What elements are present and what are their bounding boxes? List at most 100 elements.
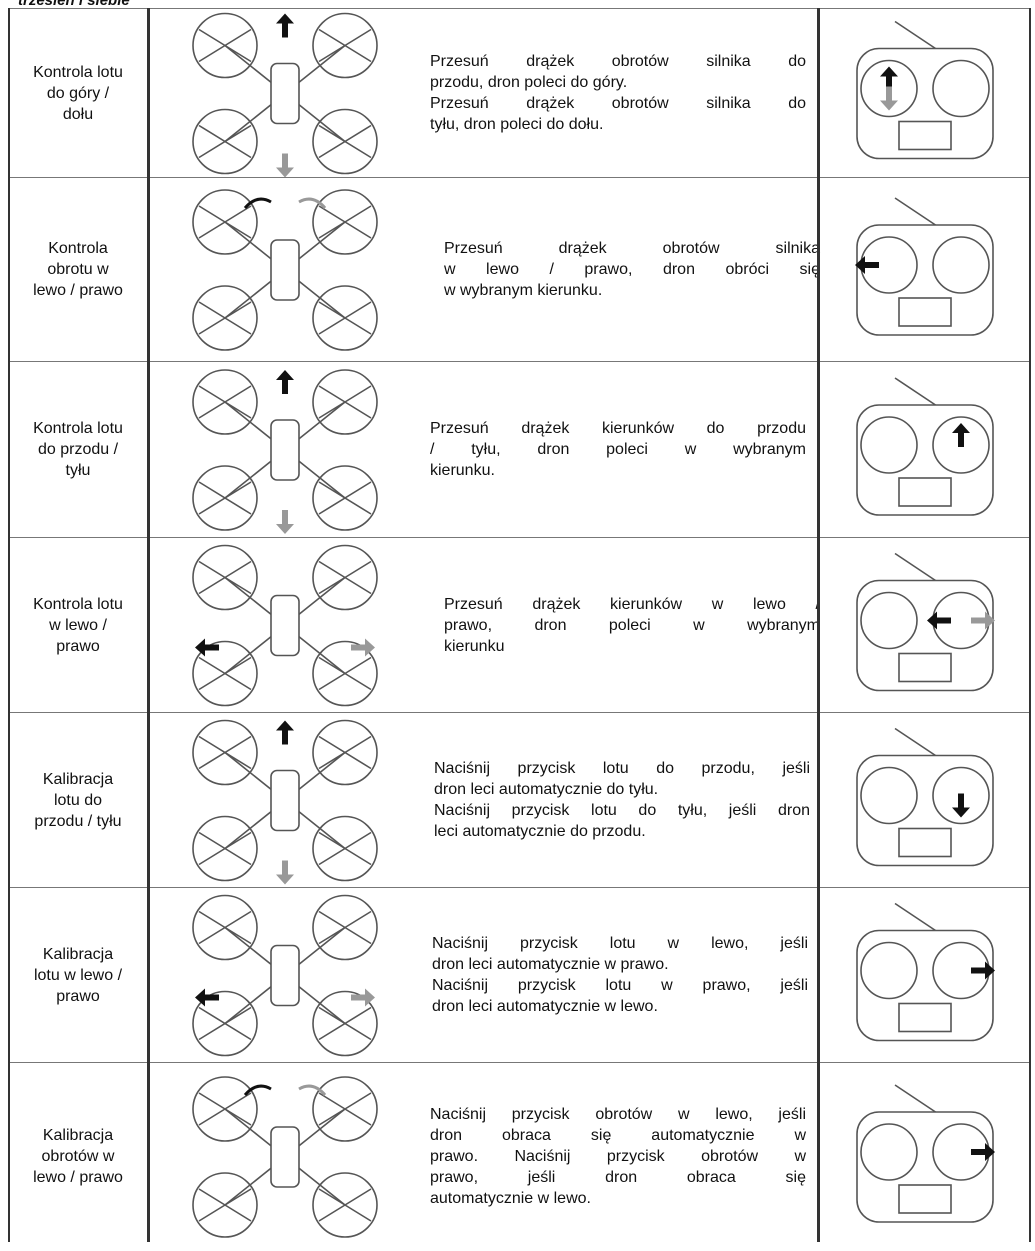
label-line: lewo / prawo	[33, 282, 123, 299]
rotate-arrow	[243, 197, 272, 210]
illustrations	[192, 894, 995, 1057]
remote-stick	[860, 59, 918, 118]
drone-rotor	[192, 544, 258, 611]
label-line: lotu w lewo /	[33, 966, 123, 984]
drone-blade	[318, 28, 372, 63]
description-line: przodu, dron poleci do góry.	[430, 74, 628, 91]
column-divider	[147, 8, 150, 1242]
remote-body	[856, 47, 994, 160]
table-border	[8, 8, 10, 1242]
drone-blade	[198, 385, 252, 419]
remote-icon	[856, 377, 994, 516]
caption: trzesień i siebie	[18, 0, 130, 9]
description-line: Przesuń drążek kierunków do przodu	[430, 420, 806, 437]
description-line: Naciśnij przycisk lotu do tyłu, jeśli dr…	[434, 802, 810, 819]
drone-rotor	[192, 640, 258, 707]
drone-rotor	[312, 1172, 378, 1238]
row-label: Kontrola lotu w lewo / prawo	[8, 538, 148, 712]
drone-blade	[318, 560, 372, 595]
drone-rotor	[192, 12, 258, 79]
label-line: Kalibracja	[42, 945, 114, 963]
remote-stick	[860, 416, 918, 474]
remote-stick	[860, 1123, 918, 1181]
arrow	[276, 370, 294, 394]
description-line: Przesuń drążek kierunków w lewo /	[444, 595, 820, 613]
remote-stick	[932, 236, 990, 294]
drone-rotor	[192, 990, 258, 1057]
label-line: lewo / prawo	[33, 1169, 123, 1186]
drone-blade	[198, 910, 252, 945]
drone-rotor	[192, 719, 258, 786]
remote-screen	[898, 120, 952, 151]
arrow	[276, 153, 294, 178]
drone-blade	[198, 656, 252, 691]
description-line: dron leci automatycznie w prawo.	[432, 956, 669, 973]
remote-icon	[856, 197, 994, 336]
table-row: Kontrola lotu do przodu / tyłu Przesuń drąż…	[8, 361, 1030, 537]
drone-icon	[192, 544, 378, 707]
drone-blade	[318, 301, 372, 335]
drone-blade	[198, 205, 252, 239]
drone-body	[270, 62, 300, 125]
drone-rotor	[312, 465, 378, 531]
description-line: Przesuń drążek obrotów silnika	[444, 240, 820, 257]
label-line: Kalibracja	[42, 770, 114, 788]
label-line: Kalibracja	[42, 1127, 114, 1144]
description-line: prawo, dron poleci w wybranym	[444, 616, 820, 634]
arrow	[195, 988, 219, 1007]
label-line: lotu do	[53, 791, 103, 809]
arrow	[195, 638, 219, 657]
rotate-arrow	[298, 1084, 327, 1097]
row-description: Naciśnij przycisk lotu do przodu, jeśli d…	[434, 713, 810, 887]
remote-body	[856, 1111, 994, 1223]
remote-stick	[932, 59, 990, 118]
drone-rotor	[192, 1076, 258, 1142]
drone-rotor	[192, 285, 258, 351]
drone-body	[270, 594, 300, 657]
description-line: prawo, jeśli dron obraca się	[430, 1169, 806, 1186]
drone-blade	[198, 735, 252, 770]
label-line: Kontrola	[48, 240, 108, 257]
drone-rotor	[312, 544, 378, 611]
row-label: Kontrola lotu do przodu / tyłu	[8, 362, 148, 537]
description-line: Naciśnij przycisk lotu do przodu, jeśli	[434, 760, 810, 777]
table-row: Kontrola lotu w lewo / prawo Przesuń drążek…	[8, 537, 1030, 712]
row-description: Przesuń drążek kierunków w lewo / prawo, …	[444, 538, 820, 712]
drone-rotor	[312, 1076, 378, 1142]
remote-screen	[898, 1002, 952, 1033]
label-line: tyłu	[65, 462, 91, 479]
column-divider	[817, 8, 820, 1242]
illustrations	[192, 369, 994, 534]
arrow	[351, 638, 375, 657]
drone-body	[270, 1126, 300, 1188]
description-line: dron obraca się automatycznie w	[430, 1127, 806, 1144]
description-line: w wybranym kierunku.	[444, 282, 603, 299]
row-description: Przesuń drążek obrotów silnika w lewo / p…	[444, 178, 820, 361]
row-label: Kalibracja lotu do przodu / tyłu	[8, 713, 148, 887]
arrow	[276, 720, 294, 745]
drone-rotor	[192, 894, 258, 961]
label-line: obrotu w	[47, 261, 109, 278]
drone-icon	[192, 894, 378, 1057]
row-description: Naciśnij przycisk lotu w lewo, jeśli dron…	[432, 888, 808, 1062]
drone-blade	[198, 301, 252, 335]
drone-icon	[192, 369, 378, 531]
drone-rotor	[312, 719, 378, 786]
label-line: dołu	[62, 105, 94, 123]
remote-icon	[856, 727, 994, 867]
arrow	[276, 13, 294, 38]
arrow	[880, 86, 898, 111]
drone-blade	[318, 910, 372, 945]
label-line: przodu / tyłu	[34, 812, 122, 830]
description-line: Naciśnij przycisk lotu w prawo, jeśli	[432, 977, 808, 994]
label-line: w lewo /	[49, 616, 107, 634]
remote-screen	[898, 1184, 952, 1214]
arrow	[276, 860, 294, 885]
description-line: Przesuń drążek obrotów silnika do	[430, 95, 806, 112]
label-line: prawo	[56, 637, 100, 655]
description-line: kierunku	[444, 637, 505, 655]
drone-blade	[198, 1006, 252, 1041]
row-label: Kontrola obrotu w lewo / prawo	[8, 178, 148, 361]
remote-stick	[860, 941, 918, 1000]
drone-blade	[318, 481, 372, 515]
